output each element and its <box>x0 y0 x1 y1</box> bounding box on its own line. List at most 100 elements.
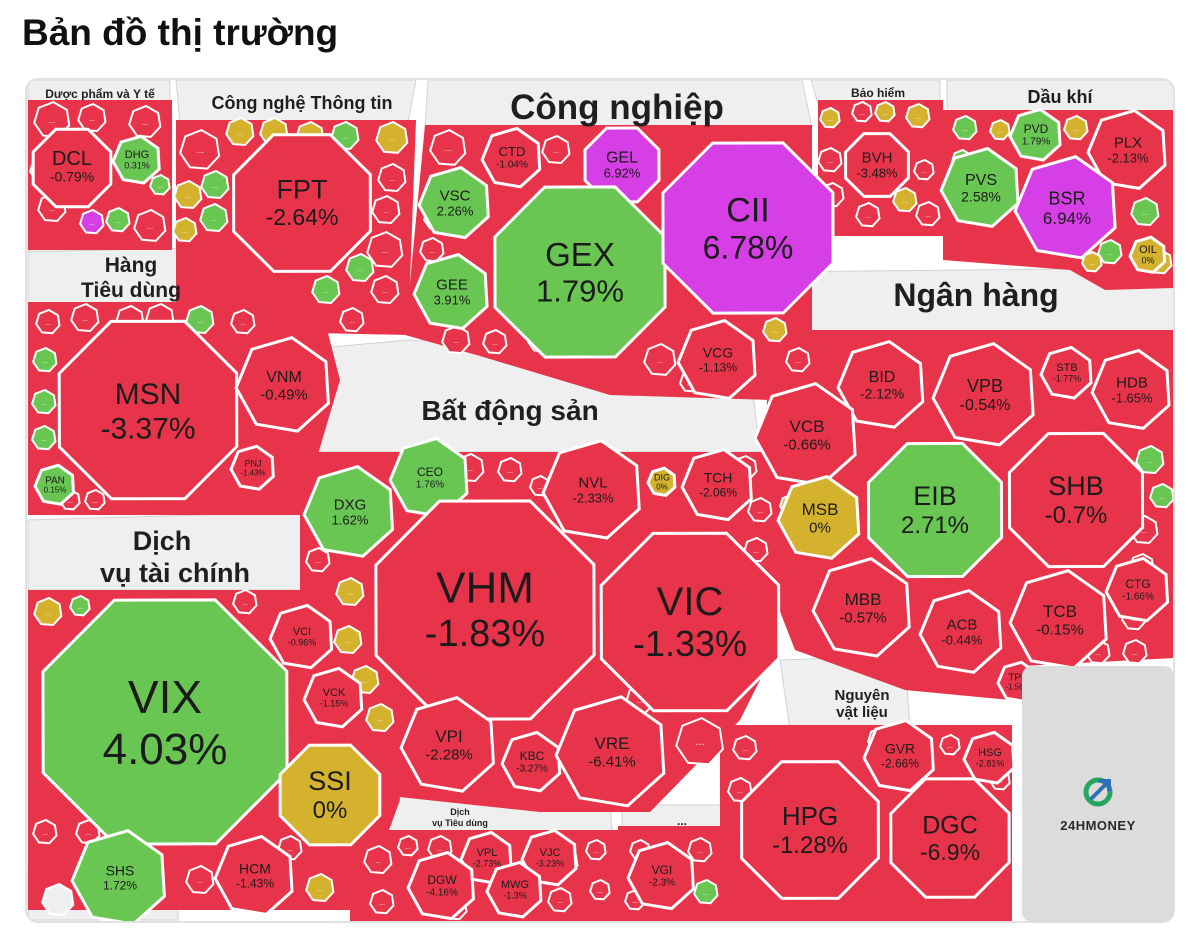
minor-stock-tile[interactable]: ... <box>370 274 400 305</box>
minor-stock-tile[interactable]: ... <box>419 236 445 263</box>
stock-tile-vhm[interactable]: VHM-1.83% <box>374 499 596 721</box>
minor-stock-tile[interactable]: ... <box>230 308 256 335</box>
stock-tile-hpg[interactable]: HPG-1.28% <box>740 760 880 900</box>
stock-tile-fpt[interactable]: FPT-2.64% <box>232 133 372 273</box>
minor-stock-tile[interactable]: ... <box>851 100 873 123</box>
stock-tile-dgc[interactable]: DGC-6.9% <box>889 777 1011 899</box>
minor-stock-tile[interactable]: ... <box>675 716 724 766</box>
minor-stock-tile[interactable]: ... <box>185 864 215 895</box>
minor-stock-tile[interactable]: ... <box>232 588 258 615</box>
stock-tile-ctd[interactable]: CTD-1.04% <box>480 126 542 189</box>
minor-stock-tile[interactable]: ... <box>915 200 941 227</box>
minor-stock-tile[interactable]: ... <box>482 328 508 355</box>
stock-tile-ctg[interactable]: CTG-1.66% <box>1104 556 1170 623</box>
stock-tile-kbc[interactable]: KBC-3.27% <box>500 730 562 793</box>
minor-stock-tile[interactable]: ... <box>33 596 63 627</box>
minor-stock-tile[interactable]: ... <box>952 114 978 141</box>
minor-stock-tile[interactable]: ... <box>339 306 365 333</box>
minor-stock-tile[interactable]: ... <box>311 274 341 305</box>
stock-tile-stb[interactable]: STB-1.77% <box>1039 345 1093 400</box>
minor-stock-tile[interactable]: ... <box>429 128 467 166</box>
minor-stock-tile[interactable]: ... <box>547 886 573 913</box>
minor-stock-tile[interactable]: ... <box>365 702 395 733</box>
minor-stock-tile[interactable]: ... <box>32 346 58 373</box>
stock-tile-vgi[interactable]: VGI-2.3% <box>626 840 695 911</box>
minor-stock-tile[interactable]: ... <box>69 594 91 617</box>
minor-stock-tile[interactable]: ... <box>1063 114 1089 141</box>
minor-stock-tile[interactable]: ... <box>397 834 419 857</box>
minor-stock-tile[interactable]: ... <box>643 342 677 376</box>
minor-stock-tile[interactable]: ... <box>817 146 843 173</box>
minor-stock-tile[interactable]: ... <box>133 208 167 242</box>
minor-stock-tile[interactable]: ... <box>345 252 375 283</box>
minor-stock-tile[interactable]: ... <box>199 202 229 233</box>
minor-stock-tile[interactable]: ... <box>892 186 918 213</box>
minor-stock-tile[interactable]: ... <box>747 496 773 523</box>
minor-stock-tile[interactable]: ... <box>762 316 788 343</box>
minor-stock-tile[interactable] <box>41 882 75 916</box>
minor-stock-tile[interactable]: ... <box>335 576 365 607</box>
stock-tile-vck[interactable]: VCK-1.15% <box>302 666 364 729</box>
stock-tile-pnj[interactable]: PNJ-1.43% <box>229 444 275 491</box>
minor-stock-tile[interactable]: ... <box>371 194 401 225</box>
minor-stock-tile[interactable]: ... <box>441 324 471 355</box>
minor-stock-tile[interactable]: ... <box>173 179 203 210</box>
minor-stock-tile[interactable]: ... <box>35 308 61 335</box>
minor-stock-tile[interactable]: ... <box>1097 238 1123 265</box>
minor-stock-tile[interactable]: ... <box>31 388 57 415</box>
stock-tile-bvh[interactable]: BVH-3.48% <box>844 132 910 198</box>
stock-tile-shb[interactable]: SHB-0.7% <box>1007 431 1145 569</box>
minor-stock-tile[interactable]: ... <box>1081 250 1103 273</box>
minor-stock-tile[interactable]: ... <box>855 201 881 228</box>
minor-stock-tile[interactable]: ... <box>541 134 571 165</box>
minor-stock-tile[interactable]: ... <box>179 128 221 170</box>
minor-stock-tile[interactable]: ... <box>785 346 811 373</box>
minor-stock-tile[interactable]: ... <box>1149 482 1174 509</box>
minor-stock-tile[interactable]: ... <box>693 878 719 905</box>
minor-stock-tile[interactable]: ... <box>874 100 896 123</box>
minor-stock-tile[interactable]: ... <box>105 206 131 233</box>
minor-stock-tile[interactable]: ... <box>989 118 1011 141</box>
stock-tile-vic[interactable]: VIC-1.33% <box>599 531 781 713</box>
stock-tile-mwg[interactable]: MWG-1.3% <box>485 860 543 919</box>
minor-stock-tile[interactable]: ... <box>589 878 611 901</box>
minor-stock-tile[interactable]: ... <box>375 120 409 154</box>
minor-stock-tile[interactable]: ... <box>905 102 931 129</box>
minor-stock-tile[interactable]: ... <box>200 169 230 200</box>
minor-stock-tile[interactable]: ... <box>1135 444 1165 475</box>
stock-tile-msn[interactable]: MSN-3.37% <box>57 319 239 501</box>
minor-stock-tile[interactable]: ... <box>225 116 255 147</box>
minor-stock-tile[interactable]: ... <box>32 818 58 845</box>
minor-stock-tile[interactable]: ... <box>31 424 57 451</box>
minor-stock-tile[interactable]: ... <box>1122 638 1148 665</box>
minor-stock-tile[interactable]: ... <box>585 838 607 861</box>
minor-stock-tile[interactable]: ... <box>366 230 404 268</box>
minor-stock-tile[interactable]: ... <box>369 888 395 915</box>
minor-stock-tile[interactable]: ... <box>819 106 841 129</box>
minor-stock-tile[interactable]: ... <box>363 844 393 875</box>
minor-stock-tile[interactable]: ... <box>497 456 523 483</box>
minor-stock-tile[interactable]: ... <box>149 173 171 196</box>
minor-stock-tile[interactable]: ... <box>70 302 100 333</box>
minor-stock-tile[interactable]: ... <box>939 733 961 756</box>
minor-stock-tile[interactable]: ... <box>185 304 215 335</box>
minor-stock-tile[interactable]: ... <box>79 208 105 235</box>
stock-tile-vci[interactable]: VCI-0.96% <box>268 603 334 670</box>
minor-stock-tile[interactable]: ... <box>732 734 758 761</box>
minor-stock-tile[interactable]: ... <box>77 102 107 133</box>
minor-stock-tile[interactable]: ... <box>1130 196 1160 227</box>
minor-stock-tile[interactable]: ... <box>333 624 363 655</box>
minor-stock-tile[interactable]: ... <box>305 546 331 573</box>
minor-stock-tile[interactable]: ... <box>687 836 713 863</box>
minor-stock-tile[interactable]: ... <box>913 158 935 181</box>
stock-tile-dcl[interactable]: DCL-0.79% <box>31 127 113 209</box>
stock-tile-hsg[interactable]: HSG-2.81% <box>962 730 1016 785</box>
minor-stock-tile[interactable]: ... <box>172 216 198 243</box>
